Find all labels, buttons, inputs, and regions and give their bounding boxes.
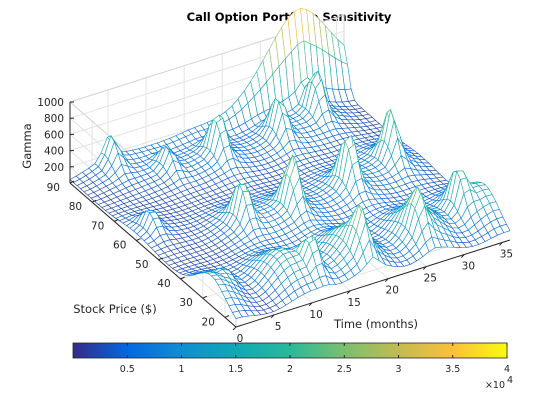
z-tick-label: 800	[44, 113, 64, 125]
x-tick-label: 5	[275, 321, 282, 333]
y-tick-label: 40	[157, 278, 170, 290]
colorbar-tick-label: 3	[395, 364, 401, 375]
z-tick-label: 600	[44, 129, 64, 141]
colorbar-tick-label: 0.5	[120, 364, 135, 375]
x-tick-label: 20	[386, 285, 399, 297]
surface-mesh	[69, 7, 511, 319]
z-tick-label: 1000	[37, 97, 64, 109]
colorbar-tick-label: 1.5	[228, 364, 243, 375]
y-tick	[91, 199, 97, 203]
y-tick	[180, 276, 185, 280]
y-tick	[202, 295, 208, 299]
x-tick-label: 35	[500, 248, 513, 260]
y-tick	[136, 238, 141, 242]
y-tick-label: 30	[179, 297, 192, 309]
x-axis-label: Time (months)	[333, 317, 418, 331]
colorbar: 0.5 1 1.5 2 2.5 3 3.5 4×10 4	[72, 342, 513, 391]
y-tick	[158, 257, 163, 261]
x-tick-label: 30	[462, 261, 475, 273]
colorbar-tick-label: 1	[178, 364, 184, 375]
y-tick-label: 90	[47, 182, 60, 194]
y-tick-label: 20	[202, 316, 215, 328]
mesh-cell	[499, 223, 511, 233]
z-axis-label: Gamma	[20, 123, 34, 168]
y-tick	[224, 314, 230, 318]
x-tick-label: 0	[237, 333, 244, 345]
z-tick-label: 400	[44, 146, 64, 158]
z-tick-label: 200	[44, 162, 64, 174]
x-tick-label: 10	[309, 309, 322, 321]
y-axis-line	[69, 182, 237, 328]
x-tick-label: 15	[347, 297, 360, 309]
y-tick	[69, 180, 75, 184]
y-tick-label: 70	[91, 220, 104, 232]
colorbar-tick-label: 2	[287, 364, 293, 375]
y-tick-label: 80	[69, 201, 82, 213]
colorbar-tick-label: 2.5	[337, 364, 352, 375]
colorbar-exponent: ×10	[485, 380, 505, 391]
y-tick-label: 50	[135, 259, 148, 271]
colorbar-tick-label: 4	[504, 364, 510, 375]
x-tick-label: 25	[424, 273, 437, 285]
y-tick	[114, 218, 119, 222]
y-axis-label: Stock Price ($)	[73, 302, 156, 316]
y-tick-label: 60	[113, 240, 126, 252]
x-tick	[232, 326, 237, 331]
x-axis-line	[235, 239, 511, 328]
axes: 0 5 10 15 20 25 30 35 20 30 40 50 60 70 80 90 200 400 600 8…	[37, 97, 513, 345]
colorbar-exponent-power: 4	[507, 375, 513, 386]
colorbar-tick-label: 3.5	[445, 364, 460, 375]
